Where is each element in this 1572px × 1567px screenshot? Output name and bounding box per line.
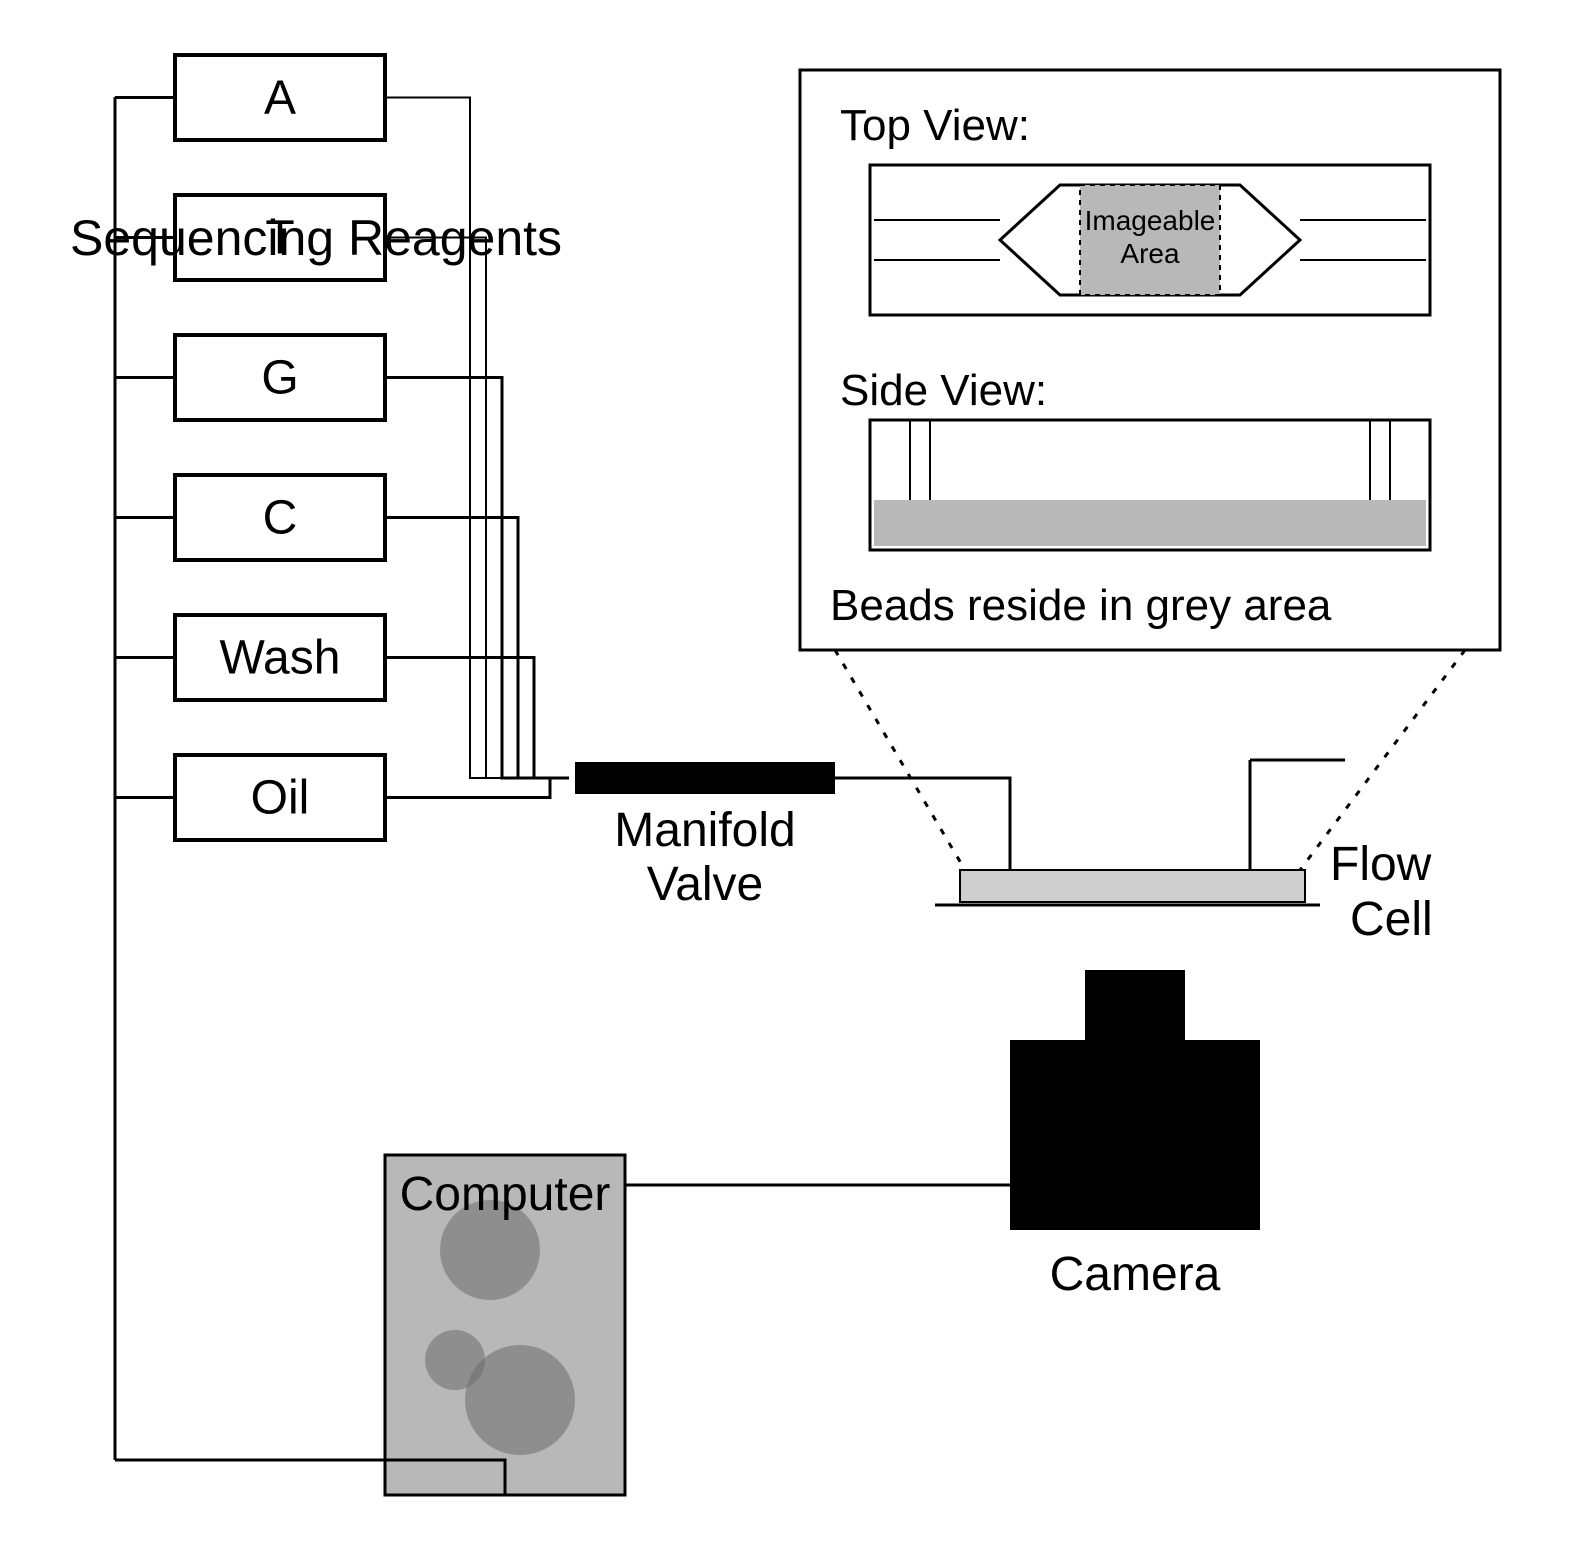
camera-lens — [1085, 970, 1185, 1040]
flow-cell-label-1: Flow — [1330, 838, 1432, 891]
manifold-to-flowcell — [835, 778, 1010, 870]
inset-sideview-title: Side View: — [840, 366, 1047, 415]
reagent-label-wash: Wash — [220, 632, 341, 685]
reagent-to-manifold-t — [385, 238, 545, 779]
sideview-grey — [874, 500, 1426, 546]
camera-label: Camera — [1050, 1248, 1221, 1301]
reagent-to-manifold-oil — [385, 778, 569, 798]
manifold-label-2: Valve — [647, 858, 764, 911]
imageable-label-1: Imageable — [1085, 205, 1216, 236]
flow-cell-label-2: Cell — [1350, 893, 1433, 946]
reagent-label-c: C — [263, 492, 298, 545]
reagent-to-manifold-wash — [385, 658, 563, 779]
reagent-to-manifold-a — [385, 98, 539, 779]
computer-noise-2 — [425, 1330, 485, 1390]
manifold-label-1: Manifold — [614, 804, 795, 857]
inset-topview-title: Top View: — [840, 101, 1030, 150]
inset-frame — [800, 70, 1500, 650]
camera-body — [1010, 1040, 1260, 1230]
inset-callout-0 — [835, 650, 965, 870]
flow-cell-slab — [960, 870, 1305, 902]
reagent-label-oil: Oil — [251, 772, 310, 825]
manifold-bar — [575, 762, 835, 794]
inset-caption: Beads reside in grey area — [830, 581, 1332, 630]
reagent-to-manifold-g — [385, 378, 551, 779]
section-title: Sequencing Reagents — [70, 210, 562, 266]
imageable-label-2: Area — [1120, 238, 1180, 269]
computer-label: Computer — [400, 1168, 611, 1221]
reagent-label-a: A — [264, 72, 296, 125]
reagent-label-g: G — [261, 352, 298, 405]
